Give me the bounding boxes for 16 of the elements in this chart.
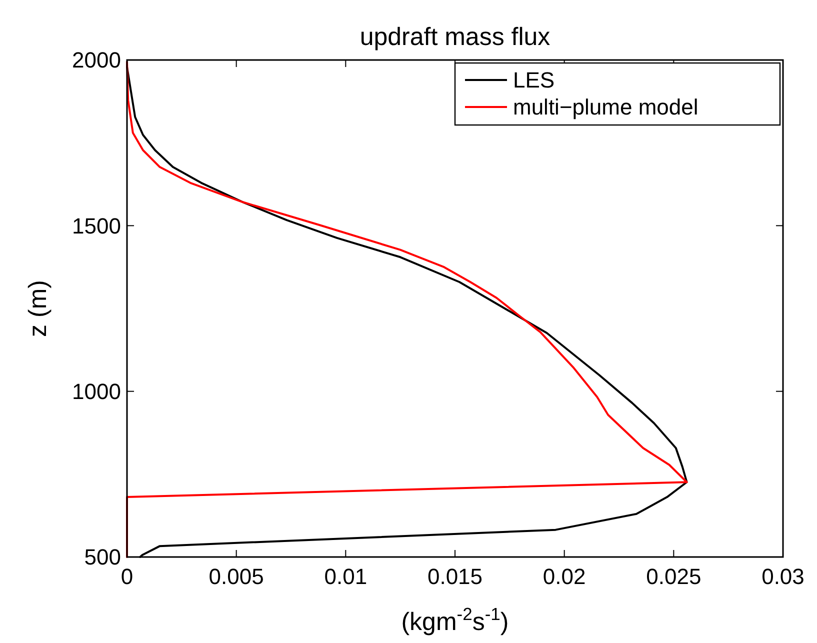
legend-label: LES <box>513 68 555 93</box>
x-axis-title: (kgm$^{-2}$s$^{-1}$) <box>401 604 509 636</box>
y-tick-label: 2000 <box>72 48 121 73</box>
chart-title: updraft mass flux <box>360 23 551 51</box>
y-tick-label: 1500 <box>72 213 121 238</box>
x-tick-label: 0.025 <box>646 564 702 589</box>
y-tick-label: 500 <box>84 544 121 570</box>
x-tick-label: 0.03 <box>762 564 804 589</box>
x-tick-label: 0.02 <box>542 564 586 589</box>
legend-label: multi−plume model <box>513 94 698 120</box>
x-tick-label: 0.005 <box>208 564 264 589</box>
y-axis-title: z (m) <box>24 280 52 337</box>
x-tick-label: 0.015 <box>427 564 483 589</box>
y-tick-label: 1000 <box>72 379 121 404</box>
x-tick-label: 0 <box>120 564 134 589</box>
x-tick-label: 0.01 <box>324 564 368 589</box>
